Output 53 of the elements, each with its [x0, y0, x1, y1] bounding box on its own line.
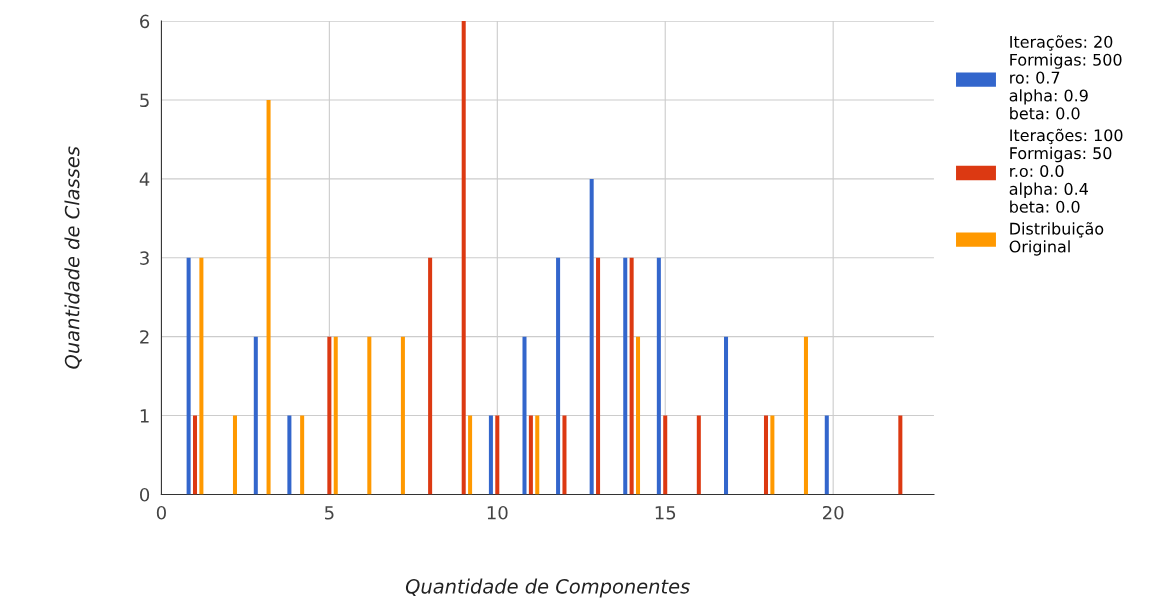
bar [770, 415, 775, 495]
y-tick-label: 0 [140, 487, 150, 502]
bar [623, 257, 628, 495]
bar [803, 336, 808, 495]
bar [327, 336, 332, 495]
legend-label: Iterações: 20 Formigas: 500 ro: 0.7 alpha: 0.9 beta: 0.0 [1009, 35, 1122, 120]
bar [663, 415, 668, 495]
bar [400, 336, 405, 495]
bar [589, 178, 594, 495]
bar [300, 415, 305, 495]
bar [596, 257, 601, 495]
bar [468, 415, 473, 495]
bar [556, 257, 561, 495]
bar [696, 415, 701, 495]
bar [192, 415, 198, 495]
bar [495, 415, 500, 495]
bar [763, 415, 769, 495]
y-axis-title: Quantidade de Classes [64, 146, 82, 369]
y-tick-label: 6 [140, 14, 150, 29]
y-tick-label: 1 [140, 409, 149, 423]
bar [461, 21, 466, 495]
x-tick-label: 10 [487, 505, 508, 520]
bar [528, 415, 533, 495]
bar [629, 257, 634, 495]
bar [562, 415, 567, 495]
bar [522, 336, 527, 495]
y-tick-label: 3 [140, 251, 149, 265]
bar [488, 415, 493, 495]
x-axis-title: Quantidade de Componentes [405, 578, 690, 598]
x-tick-label: 5 [325, 506, 334, 520]
x-tick-label: 15 [655, 506, 676, 520]
bar [232, 415, 237, 495]
bar [724, 336, 729, 495]
y-tick-label: 4 [139, 172, 150, 186]
bar [428, 257, 433, 495]
bar [656, 257, 661, 495]
legend-label: Distribuição Original [1009, 222, 1104, 256]
bar [199, 257, 204, 495]
x-tick-label: 0 [156, 505, 166, 520]
x-tick-label: 20 [823, 505, 844, 520]
bar [535, 415, 540, 495]
bar [824, 415, 829, 495]
bar [333, 336, 338, 495]
bar [266, 100, 271, 495]
bar [898, 415, 903, 495]
bar [253, 336, 258, 495]
bar [287, 415, 292, 495]
bar [186, 257, 191, 495]
bar [636, 336, 641, 495]
legend-label: Iterações: 100 Formigas: 50 r.o: 0.0 alpha: 0.4 beta: 0.0 [1009, 128, 1123, 213]
bar [367, 336, 372, 495]
y-tick-label: 5 [140, 93, 149, 108]
y-tick-label: 2 [140, 330, 149, 344]
